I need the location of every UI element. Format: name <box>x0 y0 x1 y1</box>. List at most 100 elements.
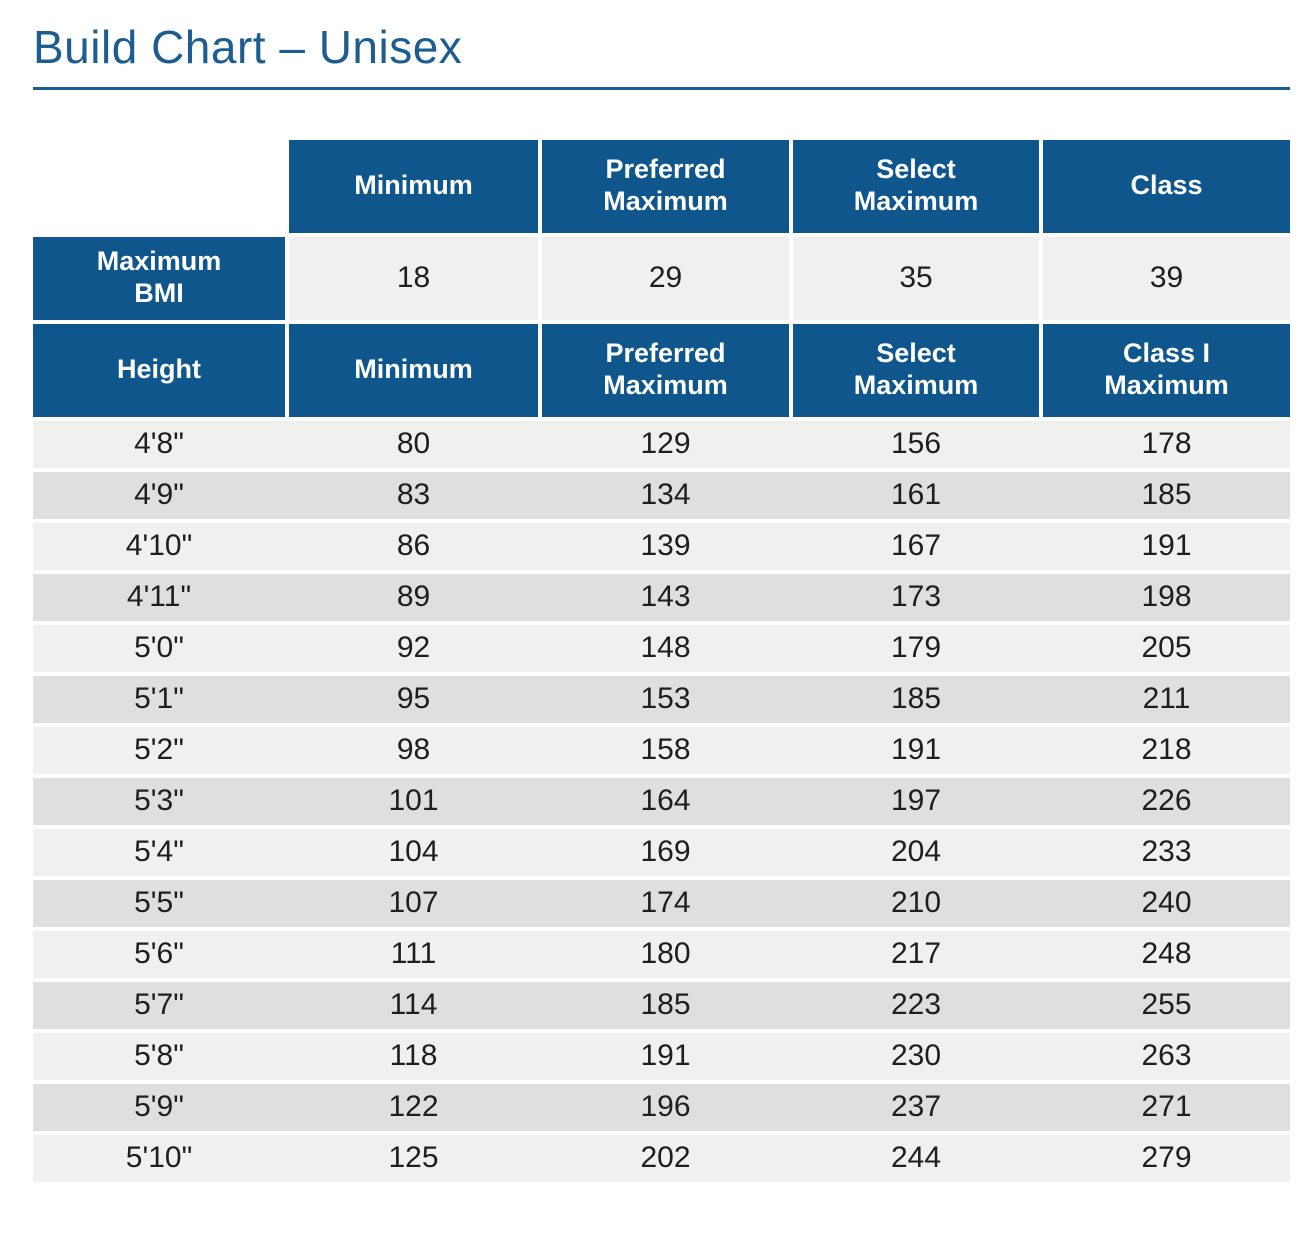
select-maximum-cell: 204 <box>793 828 1039 876</box>
preferred-maximum-cell: 129 <box>542 420 789 468</box>
minimum-cell: 114 <box>289 981 538 1029</box>
table-row: 5'9" 122 196 237 271 <box>33 1083 1290 1131</box>
height-cell: 4'8" <box>33 420 285 468</box>
height-cell: 4'9" <box>33 471 285 519</box>
height-cell: 5'8" <box>33 1032 285 1080</box>
select-maximum-cell: 210 <box>793 879 1039 927</box>
preferred-maximum-cell: 196 <box>542 1083 789 1131</box>
select-maximum-cell: 173 <box>793 573 1039 621</box>
table-body: 4'8" 80 129 156 178 4'9" 83 134 161 185 … <box>33 420 1290 1182</box>
class-i-maximum-cell: 240 <box>1043 879 1290 927</box>
preferred-maximum-cell: 202 <box>542 1134 789 1182</box>
bmi-header-class: Class <box>1043 139 1290 233</box>
height-cell: 5'0" <box>33 624 285 672</box>
minimum-cell: 111 <box>289 930 538 978</box>
minimum-cell: 104 <box>289 828 538 876</box>
table-row: 5'5" 107 174 210 240 <box>33 879 1290 927</box>
table-row: 5'10" 125 202 244 279 <box>33 1134 1290 1182</box>
height-cell: 5'7" <box>33 981 285 1029</box>
class-i-maximum-cell: 279 <box>1043 1134 1290 1182</box>
preferred-maximum-cell: 134 <box>542 471 789 519</box>
minimum-cell: 80 <box>289 420 538 468</box>
class-i-maximum-cell: 263 <box>1043 1032 1290 1080</box>
max-bmi-class-value: 39 <box>1043 236 1290 320</box>
class-i-maximum-cell: 248 <box>1043 930 1290 978</box>
preferred-maximum-cell: 158 <box>542 726 789 774</box>
bmi-header-preferred-maximum: Preferred Maximum <box>542 139 789 233</box>
preferred-maximum-cell: 139 <box>542 522 789 570</box>
preferred-maximum-cell: 169 <box>542 828 789 876</box>
table-row: 5'6" 111 180 217 248 <box>33 930 1290 978</box>
select-maximum-cell: 179 <box>793 624 1039 672</box>
select-maximum-cell: 161 <box>793 471 1039 519</box>
max-bmi-select-maximum-value: 35 <box>793 236 1039 320</box>
preferred-maximum-cell: 164 <box>542 777 789 825</box>
height-header-row: Height Minimum Preferred Maximum Select … <box>33 323 1290 417</box>
corner-spacer-cell <box>33 140 285 233</box>
preferred-maximum-cell: 185 <box>542 981 789 1029</box>
height-cell: 5'3" <box>33 777 285 825</box>
table-row: 5'1" 95 153 185 211 <box>33 675 1290 723</box>
minimum-cell: 86 <box>289 522 538 570</box>
page-title: Build Chart – Unisex <box>33 21 463 73</box>
minimum-cell: 95 <box>289 675 538 723</box>
preferred-maximum-cell: 191 <box>542 1032 789 1080</box>
select-maximum-cell: 244 <box>793 1134 1039 1182</box>
select-maximum-cell: 185 <box>793 675 1039 723</box>
minimum-cell: 107 <box>289 879 538 927</box>
title-rule <box>33 86 1290 90</box>
height-cell: 4'10" <box>33 522 285 570</box>
minimum-cell: 83 <box>289 471 538 519</box>
table-row: 5'8" 118 191 230 263 <box>33 1032 1290 1080</box>
max-bmi-label: Maximum BMI <box>33 236 285 320</box>
table-row: 4'11" 89 143 173 198 <box>33 573 1290 621</box>
height-cell: 5'1" <box>33 675 285 723</box>
build-chart-table: Minimum Preferred Maximum Select Maximum… <box>33 139 1290 1182</box>
table-row: 4'10" 86 139 167 191 <box>33 522 1290 570</box>
max-bmi-preferred-maximum-value: 29 <box>542 236 789 320</box>
column-header-minimum: Minimum <box>289 323 538 417</box>
table-row: 5'2" 98 158 191 218 <box>33 726 1290 774</box>
preferred-maximum-cell: 148 <box>542 624 789 672</box>
class-i-maximum-cell: 185 <box>1043 471 1290 519</box>
select-maximum-cell: 237 <box>793 1083 1039 1131</box>
table-row: 5'4" 104 169 204 233 <box>33 828 1290 876</box>
class-i-maximum-cell: 271 <box>1043 1083 1290 1131</box>
height-cell: 5'2" <box>33 726 285 774</box>
select-maximum-cell: 223 <box>793 981 1039 1029</box>
select-maximum-cell: 217 <box>793 930 1039 978</box>
table-row: 4'9" 83 134 161 185 <box>33 471 1290 519</box>
column-header-class-i-maximum: Class I Maximum <box>1043 323 1290 417</box>
class-i-maximum-cell: 226 <box>1043 777 1290 825</box>
height-cell: 5'6" <box>33 930 285 978</box>
select-maximum-cell: 167 <box>793 522 1039 570</box>
height-cell: 5'9" <box>33 1083 285 1131</box>
class-i-maximum-cell: 233 <box>1043 828 1290 876</box>
class-i-maximum-cell: 218 <box>1043 726 1290 774</box>
height-cell: 5'10" <box>33 1134 285 1182</box>
minimum-cell: 101 <box>289 777 538 825</box>
select-maximum-cell: 230 <box>793 1032 1039 1080</box>
class-i-maximum-cell: 198 <box>1043 573 1290 621</box>
preferred-maximum-cell: 143 <box>542 573 789 621</box>
table-row: 5'0" 92 148 179 205 <box>33 624 1290 672</box>
select-maximum-cell: 191 <box>793 726 1039 774</box>
height-cell: 5'5" <box>33 879 285 927</box>
select-maximum-cell: 197 <box>793 777 1039 825</box>
class-i-maximum-cell: 255 <box>1043 981 1290 1029</box>
preferred-maximum-cell: 180 <box>542 930 789 978</box>
minimum-cell: 89 <box>289 573 538 621</box>
height-cell: 5'4" <box>33 828 285 876</box>
column-header-height: Height <box>33 323 285 417</box>
bmi-header-select-maximum: Select Maximum <box>793 139 1039 233</box>
minimum-cell: 92 <box>289 624 538 672</box>
max-bmi-minimum-value: 18 <box>289 236 538 320</box>
minimum-cell: 122 <box>289 1083 538 1131</box>
table-row: 5'3" 101 164 197 226 <box>33 777 1290 825</box>
preferred-maximum-cell: 174 <box>542 879 789 927</box>
class-i-maximum-cell: 178 <box>1043 420 1290 468</box>
class-i-maximum-cell: 211 <box>1043 675 1290 723</box>
minimum-cell: 118 <box>289 1032 538 1080</box>
column-header-select-maximum: Select Maximum <box>793 323 1039 417</box>
table-row: 5'7" 114 185 223 255 <box>33 981 1290 1029</box>
